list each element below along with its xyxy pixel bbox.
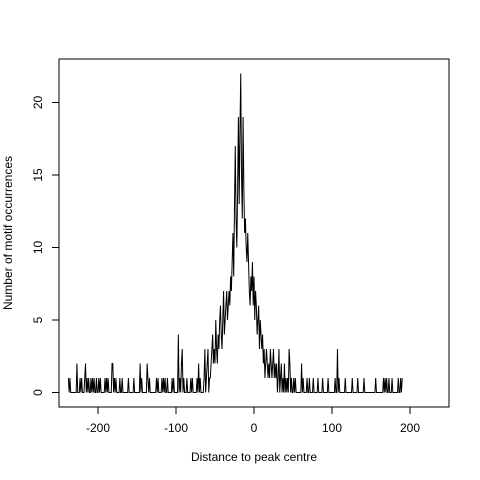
x-axis: -200 -100 0 100 200: [86, 406, 420, 435]
x-axis-title: Distance to peak centre: [191, 450, 317, 464]
x-tick-label: -200: [86, 421, 110, 435]
x-tick-label: 100: [322, 421, 342, 435]
y-axis: 0 5 10 15 20: [31, 96, 60, 396]
y-tick-label: 20: [31, 96, 45, 110]
y-axis-title: Number of motif occurrences: [1, 156, 15, 310]
x-tick-label: 0: [251, 421, 258, 435]
x-tick-label: 200: [400, 421, 420, 435]
x-tick-label: -100: [164, 421, 188, 435]
y-tick-label: 10: [31, 241, 45, 255]
series-line: [67, 73, 403, 393]
plot-area-frame: [58, 58, 450, 408]
y-tick-label: 15: [31, 168, 45, 182]
y-tick-label: 5: [31, 316, 45, 323]
y-tick-label: 0: [31, 389, 45, 396]
